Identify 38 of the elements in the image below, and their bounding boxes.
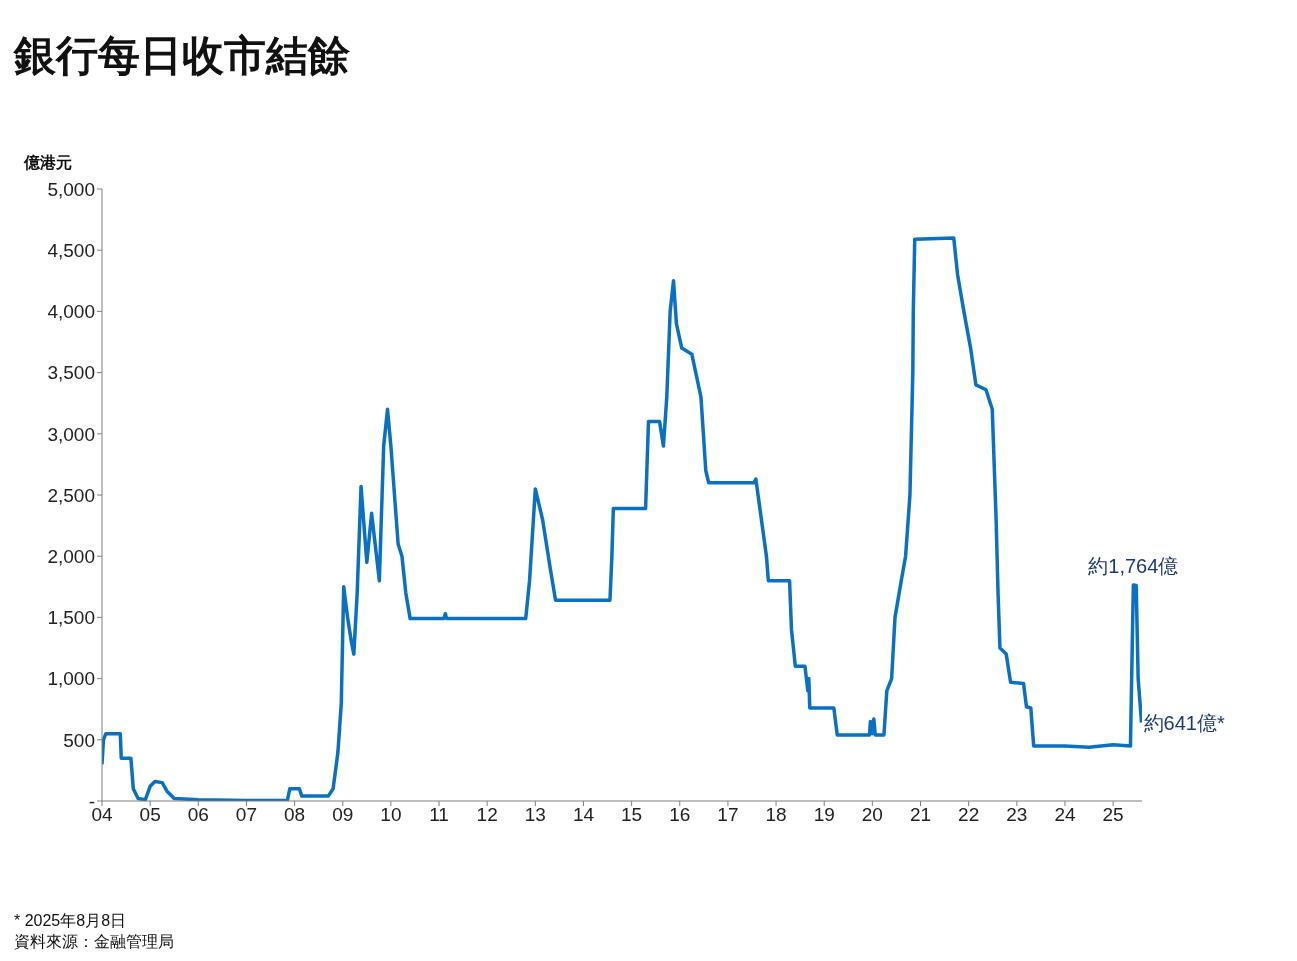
x-tick-label: 20 — [861, 804, 883, 826]
y-tick-label: 2,500 — [47, 484, 95, 506]
y-tick-label: 3,500 — [47, 362, 95, 384]
y-tick-label: 2,000 — [47, 545, 95, 567]
x-tick-label: 04 — [91, 804, 113, 826]
x-tick-label: 18 — [765, 804, 787, 826]
x-tick-label: 11 — [429, 804, 449, 826]
y-tick-label: 5,000 — [47, 178, 95, 200]
x-tick-label: 17 — [717, 804, 739, 826]
x-tick-label: 15 — [621, 804, 643, 826]
y-tick-label: 1,000 — [47, 668, 95, 690]
x-tick-label: 13 — [524, 804, 546, 826]
y-tick-label: 4,000 — [47, 301, 95, 323]
y-tick-label: 1,500 — [47, 607, 95, 629]
x-tick-label: 10 — [380, 804, 402, 826]
x-tick-label: 22 — [958, 804, 980, 826]
annotation: 約1,764億 — [1088, 555, 1179, 578]
y-tick-label: 3,000 — [47, 423, 95, 445]
x-tick-label: 23 — [1006, 804, 1028, 826]
text: * 2025年8月8日 — [14, 911, 128, 931]
chart-title: 銀行每日收市結餘 — [14, 31, 350, 81]
x-tick-label: 19 — [813, 804, 835, 826]
x-tick-label: 25 — [1102, 804, 1124, 826]
annotation: 約641億* — [1143, 711, 1225, 734]
x-tick-label: 08 — [284, 804, 306, 826]
x-tick-label: 16 — [669, 804, 691, 826]
x-tick-label: 24 — [1054, 804, 1076, 826]
x-tick-label: 05 — [139, 804, 161, 826]
x-tick-label: 12 — [476, 804, 498, 826]
source-note: 資料來源：金融管理局 — [14, 932, 174, 952]
y-tick-label: 4,500 — [47, 239, 95, 261]
x-tick-label: 14 — [572, 804, 595, 826]
x-tick-label: 21 — [909, 804, 932, 826]
y-axis-title: 億港元 — [24, 153, 72, 173]
x-tick-label: 06 — [187, 804, 209, 826]
x-tick-label: 07 — [235, 804, 258, 826]
y-tick-label: 500 — [63, 729, 95, 751]
x-tick-label: 09 — [332, 804, 354, 826]
